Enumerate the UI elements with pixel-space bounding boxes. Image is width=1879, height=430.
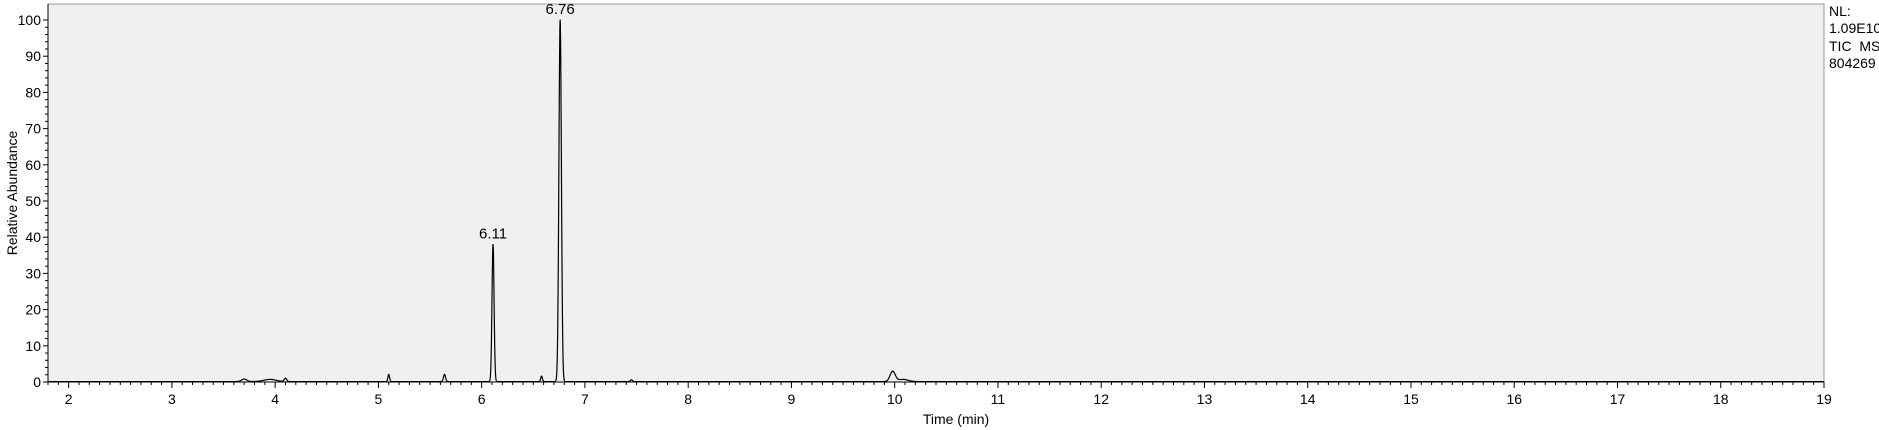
x-tick-label: 7 (581, 391, 589, 407)
y-tick-label: 50 (25, 193, 41, 209)
x-tick-label: 9 (788, 391, 796, 407)
y-tick-label: 0 (33, 374, 41, 390)
trace-type-label: TIC MS (1829, 38, 1879, 54)
x-tick-label: 2 (65, 391, 73, 407)
x-tick-label: 10 (887, 391, 903, 407)
y-tick-label: 30 (25, 265, 41, 281)
x-axis-title: Time (min) (923, 411, 989, 427)
x-tick-label: 5 (375, 391, 383, 407)
x-tick-label: 6 (478, 391, 486, 407)
x-tick-label: 8 (684, 391, 692, 407)
nl-value: 1.09E10 (1829, 20, 1879, 36)
x-tick-label: 14 (1300, 391, 1316, 407)
x-axis-ticks: 2 3 4 5 6 7 8 9 10 11 12 13 14 15 16 17 18 19 (47, 382, 1832, 407)
x-tick-label: 15 (1403, 391, 1419, 407)
y-tick-label: 90 (25, 48, 41, 64)
x-tick-label: 19 (1816, 391, 1832, 407)
x-tick-label: 18 (1713, 391, 1729, 407)
x-tick-label: 12 (1093, 391, 1109, 407)
y-tick-label: 60 (25, 157, 41, 173)
y-tick-label: 100 (18, 12, 42, 28)
y-tick-label: 40 (25, 229, 41, 245)
peak-label: 6.11 (479, 225, 507, 242)
y-axis-title: Relative Abundance (4, 131, 20, 256)
plot-area (47, 3, 1825, 383)
nl-label: NL: (1829, 3, 1851, 19)
x-tick-label: 3 (168, 391, 176, 407)
y-tick-label: 80 (25, 84, 41, 100)
sample-id: 804269 (1829, 55, 1876, 71)
peak-annotations: 6.11 6.76 (479, 1, 575, 242)
peak-label: 6.76 (546, 1, 575, 18)
y-tick-label: 10 (25, 338, 41, 354)
x-tick-label: 17 (1610, 391, 1626, 407)
x-tick-label: 4 (271, 391, 279, 407)
y-tick-label: 20 (25, 302, 41, 318)
y-axis-ticks: 0 10 20 30 40 50 60 70 80 90 100 (18, 12, 48, 390)
x-tick-label: 16 (1506, 391, 1522, 407)
y-tick-label: 70 (25, 121, 41, 137)
x-tick-label: 11 (991, 391, 1006, 407)
x-tick-label: 13 (1197, 391, 1213, 407)
